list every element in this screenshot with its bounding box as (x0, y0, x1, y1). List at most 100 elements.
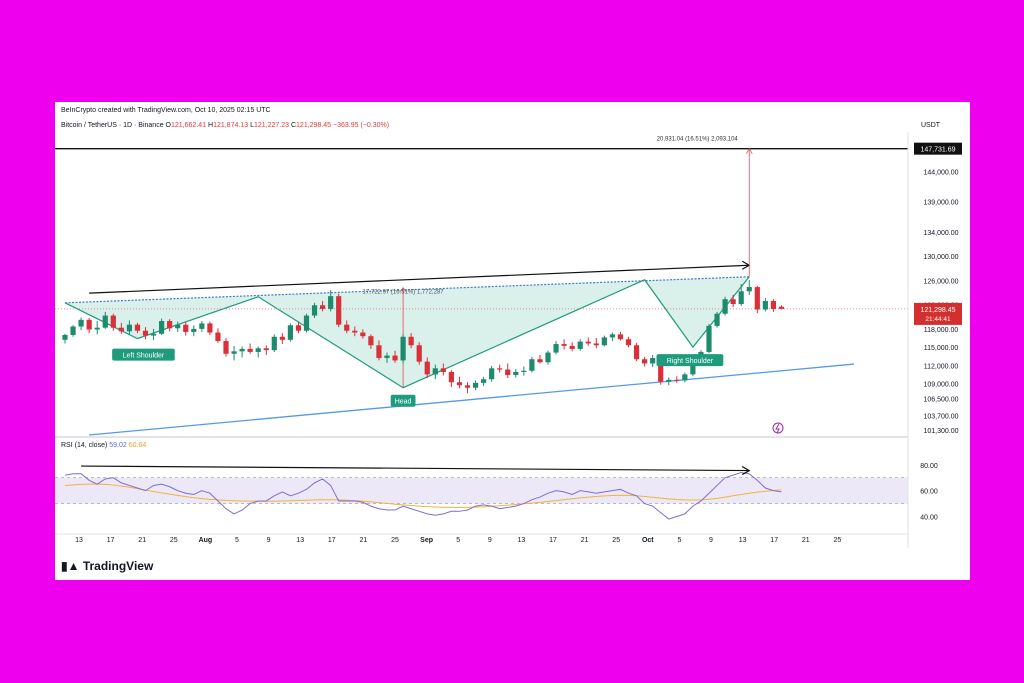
rsi-header: RSI (14, close) 59.02 60.64 (61, 442, 146, 449)
rsi-divergence-arrow (81, 465, 750, 472)
ohlc-low-label: L (250, 122, 254, 129)
time-tick-label: 17 (770, 537, 778, 544)
candle-body (159, 321, 165, 334)
chart-card: 144,000.00 139,000.00 134,000.00 130,000.00… (55, 102, 970, 580)
candle-body (110, 315, 116, 328)
ohlc-close-label: C (290, 122, 297, 129)
candle-body (255, 348, 261, 352)
candle-body (126, 324, 132, 332)
head-measure-arrow (399, 287, 407, 292)
chart-svg[interactable]: 144,000.00 139,000.00 134,000.00 130,000.00… (55, 102, 970, 580)
candle-body (408, 336, 414, 346)
tradingview-logo[interactable]: ▮▲ TradingView (61, 559, 153, 573)
currency-label[interactable]: USDT (921, 122, 941, 129)
candle-body (279, 336, 285, 340)
price-tick-label: 109,000.00 (923, 381, 958, 388)
candle-body (94, 327, 100, 330)
candle-body (722, 299, 728, 314)
time-tick-label: 9 (488, 537, 492, 544)
candle-body (150, 333, 157, 336)
logo-text: TradingView (82, 559, 154, 573)
candle-body (199, 323, 205, 329)
candle-body (617, 334, 624, 340)
ohlc-high-label: H (208, 122, 214, 129)
candle-body (633, 345, 640, 360)
time-tick-label: 13 (296, 537, 304, 544)
candle-body (674, 379, 680, 381)
rsi-ma-line (64, 483, 782, 508)
candle-body (513, 371, 519, 375)
ohlc-open: 121,662.41 (171, 122, 207, 129)
candle-body (770, 301, 776, 309)
candle-body (78, 319, 84, 327)
time-tick-label: 25 (834, 537, 842, 544)
right-shoulder-label: Right Shoulder (667, 358, 714, 365)
rsi-ma-value: 60.64 (128, 442, 147, 449)
target-price-label: 147,731.69 (920, 147, 955, 154)
ohlc-open-label: O (165, 122, 171, 129)
rsi-tick-label: 80.00 (920, 463, 938, 470)
candle-body (328, 296, 334, 309)
candle-body (400, 336, 406, 361)
symbol-name[interactable]: Bitcoin / TetherUS · 1D · Binance (61, 122, 164, 129)
head-label-bg (390, 394, 416, 407)
lightning-bolt-icon (775, 423, 780, 434)
price-tick-label: 101,300.00 (923, 428, 958, 435)
target-measure-label: 20,931.04 (16.51%) 2,093,104 (657, 137, 739, 143)
right-shoulder-label-bg (656, 354, 724, 367)
time-tick-label: 5 (235, 537, 239, 544)
time-tick-label: 21 (802, 537, 810, 544)
time-tick-label: 9 (709, 537, 713, 544)
candle-body (303, 315, 310, 331)
candle-body (440, 368, 446, 372)
candle-body (239, 348, 245, 352)
price-tick-label: 115,000.00 (924, 345, 959, 352)
pattern-fill (65, 276, 750, 388)
candle-body (553, 344, 559, 353)
rsi-line (64, 472, 782, 520)
neck-measure-label: 17,722.97 (16.51%) 1,772,287 (363, 290, 445, 296)
price-tick-label: 112,000.00 (924, 363, 959, 370)
candle-body (311, 305, 318, 316)
candle-body (295, 325, 302, 331)
time-tick-label: 5 (677, 537, 681, 544)
candle-body (609, 334, 615, 338)
candle-body (569, 345, 575, 349)
candle-body (118, 327, 124, 332)
candle-body (682, 374, 688, 381)
candle-countdown: 21:44:41 (925, 316, 951, 323)
candle-body (505, 369, 511, 375)
time-tick-label: Aug (199, 537, 213, 544)
candle-body (545, 352, 551, 363)
candle-body (344, 324, 350, 331)
candle-body (360, 332, 366, 337)
candle-body (521, 370, 527, 372)
candle-body (714, 313, 720, 326)
candle-body (142, 330, 149, 336)
support-trendline (89, 363, 854, 436)
candle-body (778, 306, 785, 309)
time-tick-label: 25 (612, 537, 620, 544)
candle-body (448, 371, 454, 383)
candle-body (336, 296, 342, 325)
candle-body (456, 382, 463, 386)
rsi-value: 59.02 (109, 442, 127, 449)
candle-body (392, 355, 398, 361)
candle-body (472, 382, 479, 388)
candle-body (658, 358, 664, 382)
time-tick-label: Sep (420, 537, 433, 544)
symbol-header: Bitcoin / TetherUS · 1D · Binance O121,6… (61, 122, 389, 129)
candle-body (746, 287, 752, 292)
candle-body (167, 321, 173, 329)
candle-body (263, 348, 269, 351)
candle-body (489, 368, 495, 380)
price-tick-label: 134,000.00 (923, 230, 958, 237)
time-tick-label: 5 (456, 537, 460, 544)
credit-text: BeInCrypto created with TradingView.com,… (61, 107, 271, 114)
time-tick-label: 9 (267, 537, 271, 544)
candle-body (601, 337, 607, 346)
candle-body (62, 334, 68, 340)
candle-body (762, 301, 768, 310)
ohlc-close: 121,298.45 (296, 122, 332, 129)
rsi-label[interactable]: RSI (14, close) (61, 442, 108, 449)
